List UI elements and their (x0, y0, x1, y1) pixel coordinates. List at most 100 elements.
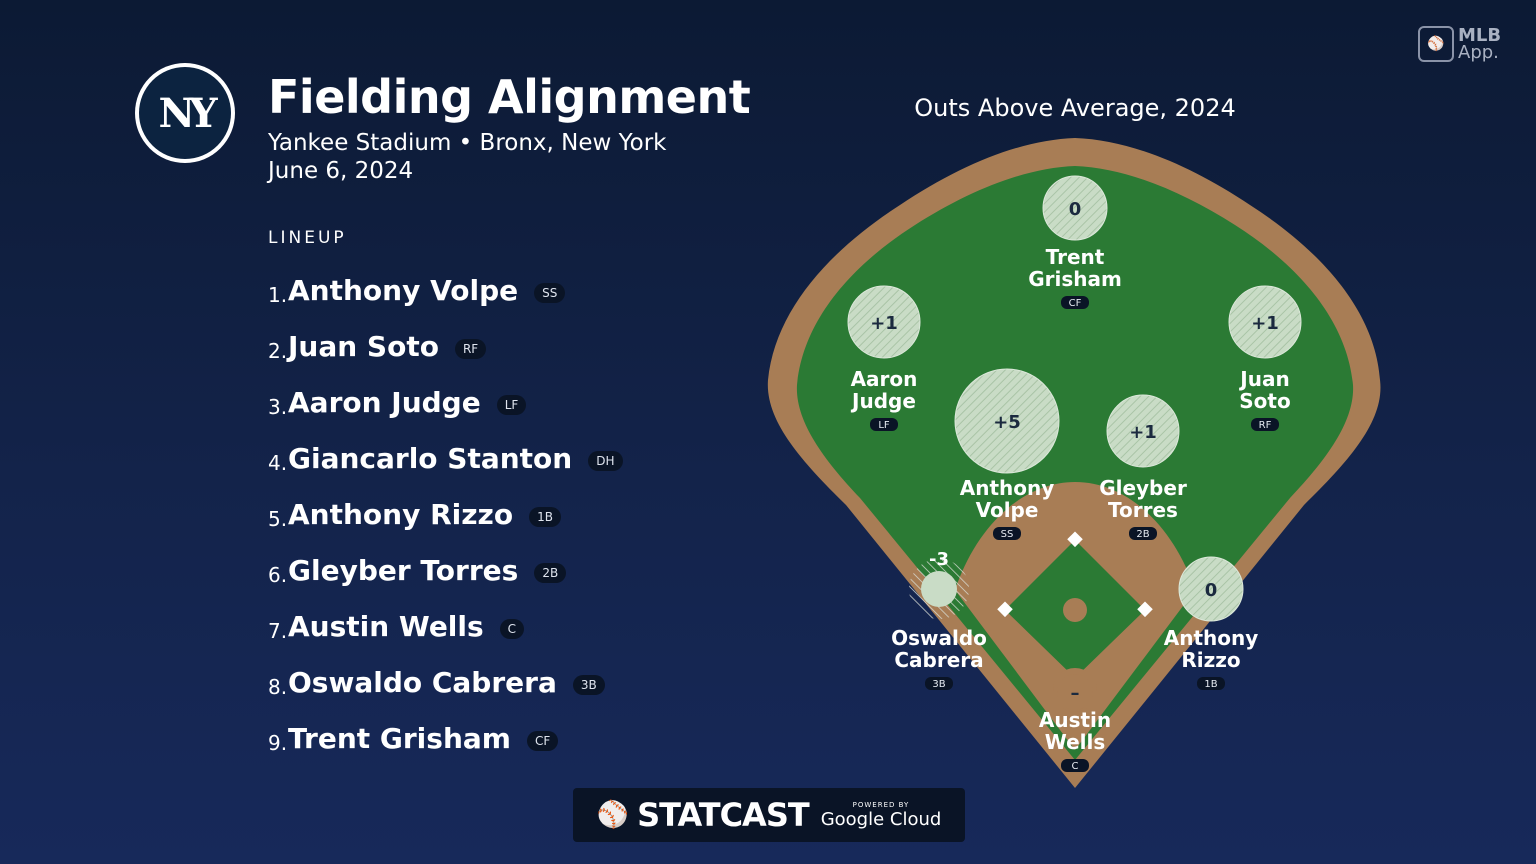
position-badge: 1B (529, 507, 561, 527)
fielder-position-badge (993, 527, 1021, 540)
venue-subtitle: Yankee Stadium • Bronx, New York (268, 130, 667, 156)
lineup-item: 4. Giancarlo Stanton DH (268, 430, 623, 486)
fielder-position-label: 2B (1136, 529, 1149, 540)
lineup-player-name: Austin Wells (288, 609, 484, 643)
fielder-first-name: Anthony (960, 476, 1055, 500)
mlb-app-logo: ⚾ MLB App. (1418, 26, 1501, 62)
fielder-position-label: RF (1259, 420, 1272, 431)
fielder-last-name: Cabrera (894, 648, 983, 672)
yankees-logo-text: NY (139, 67, 231, 159)
fielder-position-badge (1197, 677, 1225, 690)
fielder-last-name: Judge (850, 389, 916, 413)
mlb-app-line1: MLB (1458, 25, 1502, 46)
powered-by-text: POWERED BY (852, 800, 910, 809)
oaa-bubble (1228, 285, 1302, 359)
fielder-first-name: Trent (1046, 245, 1105, 269)
fielder-position-label: SS (1001, 529, 1014, 540)
position-badge: SS (534, 283, 566, 303)
oaa-bubble (1057, 674, 1093, 710)
lineup-heading: LINEUP (268, 228, 347, 248)
fielder-position-label: 1B (1204, 679, 1217, 690)
lineup-item: 6. Gleyber Torres 2B (268, 542, 623, 598)
fielder-position-label: C (1072, 761, 1079, 772)
google-cloud-text: Google Cloud (820, 808, 942, 830)
mlb-app-text: MLB App. (1458, 25, 1502, 63)
fielder-position-badge (1129, 527, 1157, 540)
lineup-item: 2. Juan Soto RF (268, 318, 623, 374)
lineup-item: 8. Oswaldo Cabrera 3B (268, 654, 623, 710)
fielder-first-name: Anthony (1164, 626, 1259, 650)
fielder-last-name: Rizzo (1181, 648, 1240, 672)
lineup-number: 5. (268, 507, 288, 531)
fielder-last-name: Torres (1108, 498, 1178, 522)
fielder-last-name: Grisham (1028, 267, 1122, 291)
fielder-position-label: LF (878, 420, 890, 431)
chart-title: Outs Above Average, 2024 (914, 94, 1236, 122)
lineup-number: 3. (268, 395, 288, 419)
fielder-position-badge (1251, 418, 1279, 431)
oaa-value: +1 (1129, 422, 1157, 443)
position-badge: DH (588, 451, 623, 471)
position-badge: C (499, 619, 525, 639)
lineup-number: 1. (268, 283, 288, 307)
lineup-player-name: Oswaldo Cabrera (288, 665, 557, 699)
oaa-bubble (1106, 394, 1180, 468)
statcast-logo-text: STATCAST (637, 796, 810, 834)
batter-icon: ⚾ (596, 800, 630, 830)
oaa-value: – (1071, 683, 1080, 704)
position-badge: LF (496, 395, 527, 415)
oaa-bubble (1042, 175, 1108, 241)
page-title: Fielding Alignment (268, 70, 751, 124)
fielder-position-label: CF (1069, 298, 1082, 309)
lineup-item: 9. Trent Grisham CF (268, 710, 623, 766)
lineup-player-name: Anthony Rizzo (288, 497, 514, 531)
position-badge: RF (454, 339, 487, 359)
lineup-number: 6. (268, 563, 288, 587)
lineup-item: 7. Austin Wells C (268, 598, 623, 654)
mlb-app-line2: App. (1458, 42, 1499, 63)
oaa-bubble (1178, 556, 1244, 622)
yankees-logo: NY (135, 63, 235, 163)
fielder-last-name: Soto (1239, 389, 1290, 413)
pitchers-mound (1063, 598, 1087, 622)
powered-by-block: POWERED BY Google Cloud (821, 801, 942, 830)
lineup-number: 8. (268, 675, 288, 699)
lineup-number: 2. (268, 339, 288, 363)
lineup-player-name: Trent Grisham (288, 721, 511, 755)
lineup-number: 7. (268, 619, 288, 643)
lineup-item: 1. Anthony Volpe SS (268, 262, 623, 318)
fielder-position-badge (1061, 759, 1089, 772)
mlb-app-icon: ⚾ (1418, 26, 1454, 62)
second-base (1067, 531, 1083, 548)
fielder-first-name: Austin (1039, 708, 1111, 732)
position-badge: 2B (534, 563, 567, 583)
fielder-first-name: Gleyber (1099, 476, 1187, 500)
oaa-bubble (847, 285, 921, 359)
first-base (1137, 601, 1153, 618)
fielder-first-name: Oswaldo (891, 626, 987, 650)
fielder-position-badge (925, 677, 953, 690)
oaa-value: +1 (1251, 313, 1279, 334)
game-date: June 6, 2024 (268, 158, 414, 184)
oaa-value: 0 (1069, 199, 1082, 220)
lineup-player-name: Anthony Volpe (288, 273, 519, 307)
position-badge: CF (526, 731, 559, 751)
lineup-player-name: Juan Soto (288, 329, 439, 363)
fielder-first-name: Juan (1238, 367, 1289, 391)
oaa-value: 0 (1205, 580, 1218, 601)
lineup-number: 9. (268, 731, 288, 755)
fielder-last-name: Volpe (976, 498, 1039, 522)
fielder-position-badge (870, 418, 898, 431)
oaa-value: +5 (993, 412, 1021, 433)
statcast-banner: ⚾ STATCAST POWERED BY Google Cloud (573, 788, 965, 842)
lineup-player-name: Aaron Judge (288, 385, 481, 419)
lineup-item: 5. Anthony Rizzo 1B (268, 486, 623, 542)
